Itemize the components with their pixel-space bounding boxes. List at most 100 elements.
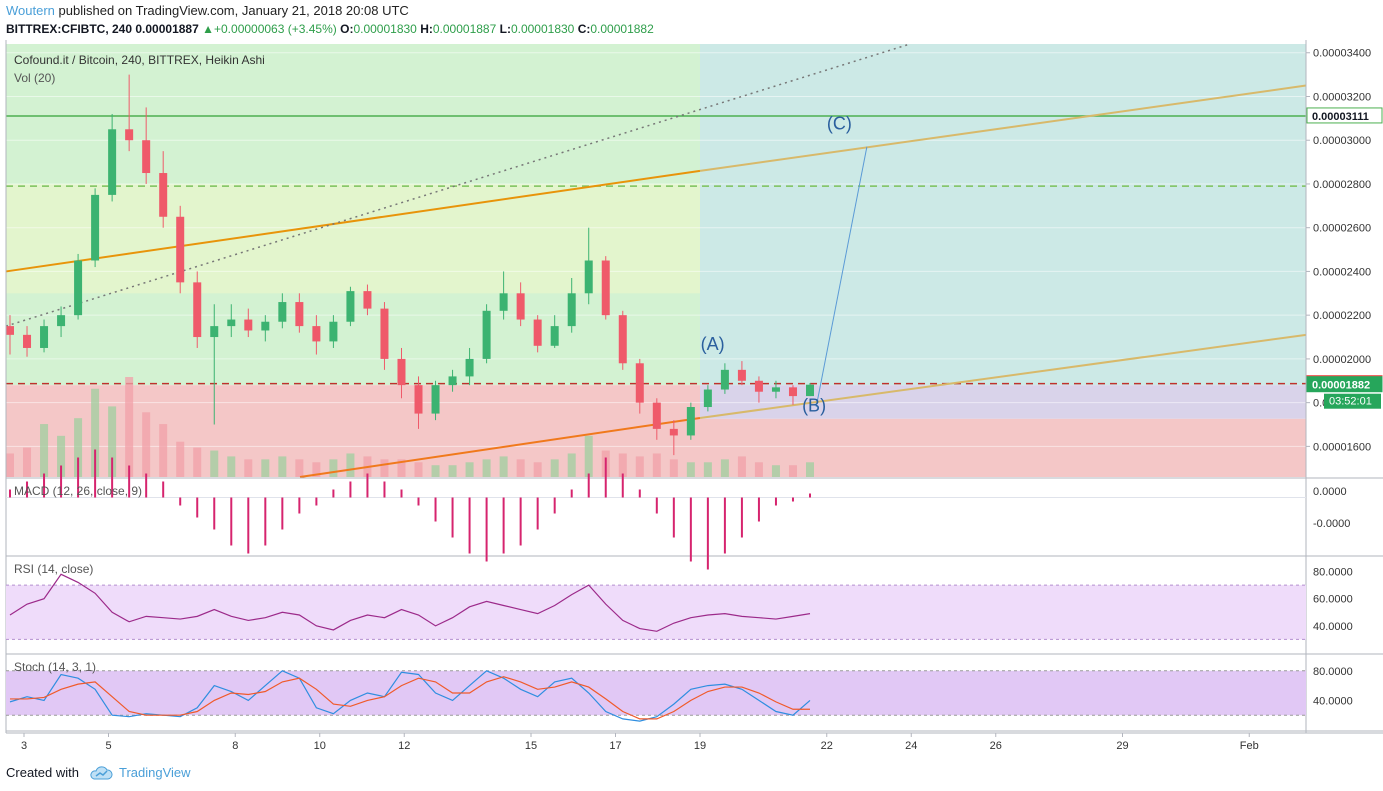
volume-bar xyxy=(635,456,644,477)
candle-body xyxy=(550,326,559,346)
price-badge-label: 0.00003111 xyxy=(1312,111,1369,123)
candle-body xyxy=(295,302,304,327)
candle-body xyxy=(40,326,49,348)
upper-trendline-ext xyxy=(699,84,1307,172)
footer: Created with TradingView xyxy=(6,764,191,782)
x-tick-label: 22 xyxy=(821,740,833,752)
candle-body xyxy=(108,129,117,195)
candle-body xyxy=(771,387,780,392)
candle-body xyxy=(363,291,372,309)
candle-body xyxy=(414,385,423,414)
macd-tick-label: -0.0000 xyxy=(1313,518,1350,530)
volume-bar xyxy=(142,412,151,477)
rsi-line xyxy=(9,573,811,632)
ticker-price: 0.00001887 xyxy=(135,22,199,36)
candle-body xyxy=(448,376,457,386)
candle-body xyxy=(380,308,389,359)
volume-bar xyxy=(788,465,797,477)
volume-bar xyxy=(193,447,202,477)
open-value: 0.00001830 xyxy=(353,22,417,36)
volume-bar xyxy=(414,462,423,477)
volume-bar xyxy=(159,424,168,477)
volume-bar xyxy=(465,462,474,477)
volume-bar xyxy=(380,459,389,477)
tradingview-link[interactable]: TradingView xyxy=(118,765,191,780)
x-tick-label: Feb xyxy=(1240,740,1259,752)
lower-trendline-ext xyxy=(699,333,1307,419)
candle-body xyxy=(57,315,66,327)
volume-bar xyxy=(771,465,780,477)
candle-body xyxy=(91,194,100,261)
ticker-change: +0.00000063 (+3.45%) xyxy=(214,22,337,36)
price-badge xyxy=(1306,376,1383,393)
candle-body xyxy=(618,315,627,364)
x-tick-label: 19 xyxy=(694,740,706,752)
candle-body xyxy=(465,358,474,377)
x-tick-label: 10 xyxy=(314,740,326,752)
volume-bar xyxy=(618,453,627,477)
price-tick-label: 0.00002200 xyxy=(1313,310,1371,322)
volume-bar xyxy=(737,456,746,477)
stoch-d-line xyxy=(10,676,810,720)
volume-bar xyxy=(499,456,508,477)
ticker-symbol[interactable]: BITTREX:CFIBTC, 240 xyxy=(6,22,133,36)
stoch-label: Stoch (14, 3, 1) xyxy=(14,660,96,674)
candle-body xyxy=(567,293,576,327)
volume-bar xyxy=(227,456,236,477)
x-tick-label: 3 xyxy=(21,740,27,752)
price-tick-label: 0.00002800 xyxy=(1313,179,1371,191)
volume-bar xyxy=(516,459,525,477)
candle-body xyxy=(397,358,406,386)
wave-label: (B) xyxy=(802,395,826,415)
volume-bar xyxy=(720,459,729,477)
wave-c-projection xyxy=(815,146,868,408)
volume-bar xyxy=(703,462,712,477)
price-tick-label: 0.00002400 xyxy=(1313,266,1371,278)
candle-body xyxy=(737,369,746,381)
volume-bar xyxy=(482,459,491,477)
chart-title: Cofound.it / Bitcoin, 240, BITTREX, Heik… xyxy=(14,53,265,67)
candle-body xyxy=(652,402,661,429)
lower-trendline xyxy=(299,416,701,478)
volume-bar xyxy=(91,388,100,477)
author-link[interactable]: Woutern xyxy=(6,3,55,18)
high-label: H: xyxy=(420,22,433,36)
close-value: 0.00001882 xyxy=(590,22,654,36)
volume-bar xyxy=(295,459,304,477)
dotted-trendline xyxy=(5,43,911,327)
stoch-band xyxy=(6,670,1306,716)
candle-body xyxy=(23,334,32,348)
candle-body xyxy=(431,385,440,414)
candle-body xyxy=(346,291,355,322)
volume-label: Vol (20) xyxy=(14,71,55,85)
x-tick-label: 12 xyxy=(398,740,410,752)
candle-body xyxy=(720,369,729,390)
candle-body xyxy=(329,321,338,342)
ticker-bar: BITTREX:CFIBTC, 240 0.00001887 ▲+0.00000… xyxy=(6,21,654,37)
volume-bar xyxy=(23,447,32,477)
price-tick-label: 0.00001600 xyxy=(1313,441,1371,453)
candle-body xyxy=(788,387,797,397)
x-tick-label: 29 xyxy=(1116,740,1128,752)
candle-body xyxy=(499,293,508,311)
volume-bar xyxy=(125,377,134,477)
x-tick-label: 8 xyxy=(232,740,238,752)
volume-bar xyxy=(567,453,576,477)
x-tick-label: 24 xyxy=(905,740,917,752)
countdown-label: 03:52:01 xyxy=(1329,396,1372,408)
countdown-badge xyxy=(1324,393,1381,409)
open-label: O: xyxy=(340,22,354,36)
candle-body xyxy=(193,282,202,338)
volume-bar xyxy=(210,450,219,477)
candle-body xyxy=(312,326,321,342)
candle-body xyxy=(516,293,525,320)
rsi-label: RSI (14, close) xyxy=(14,562,93,576)
candle-body xyxy=(533,319,542,346)
x-tick-label: 17 xyxy=(609,740,621,752)
wave-label: (C) xyxy=(827,113,852,133)
volume-bar xyxy=(329,459,338,477)
chart-canvas[interactable]: (A) (B) (C) Cofound.it / Bitcoin, 240, BITT… xyxy=(0,40,1383,760)
created-with-text: Created with xyxy=(6,765,79,780)
publish-header: Woutern published on TradingView.com, Ja… xyxy=(6,2,409,20)
rsi-tick-label: 40.0000 xyxy=(1313,621,1353,633)
